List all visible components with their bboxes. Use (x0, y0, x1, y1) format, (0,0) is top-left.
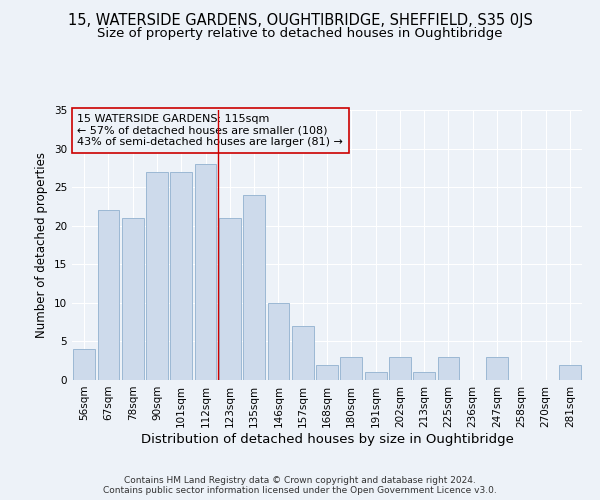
Bar (122, 218, 143, 380)
Bar (437, 357, 460, 380)
Bar (97, 210, 119, 380)
Bar (340, 357, 362, 380)
Bar (268, 303, 289, 380)
Text: Contains HM Land Registry data © Crown copyright and database right 2024.
Contai: Contains HM Land Registry data © Crown c… (103, 476, 497, 495)
Bar (413, 372, 435, 380)
X-axis label: Distribution of detached houses by size in Oughtibridge: Distribution of detached houses by size … (140, 432, 514, 446)
Text: Size of property relative to detached houses in Oughtibridge: Size of property relative to detached ho… (97, 28, 503, 40)
Bar (73, 349, 95, 380)
Y-axis label: Number of detached properties: Number of detached properties (35, 152, 49, 338)
Bar (170, 172, 192, 380)
Bar (559, 364, 581, 380)
Bar (219, 218, 241, 380)
Bar (146, 172, 168, 380)
Bar (486, 357, 508, 380)
Bar (389, 357, 411, 380)
Bar (365, 372, 386, 380)
Text: 15, WATERSIDE GARDENS, OUGHTIBRIDGE, SHEFFIELD, S35 0JS: 15, WATERSIDE GARDENS, OUGHTIBRIDGE, SHE… (68, 12, 532, 28)
Bar (243, 195, 265, 380)
Bar (316, 364, 338, 380)
Bar (194, 164, 217, 380)
Text: 15 WATERSIDE GARDENS: 115sqm
← 57% of detached houses are smaller (108)
43% of s: 15 WATERSIDE GARDENS: 115sqm ← 57% of de… (77, 114, 343, 147)
Bar (292, 326, 314, 380)
